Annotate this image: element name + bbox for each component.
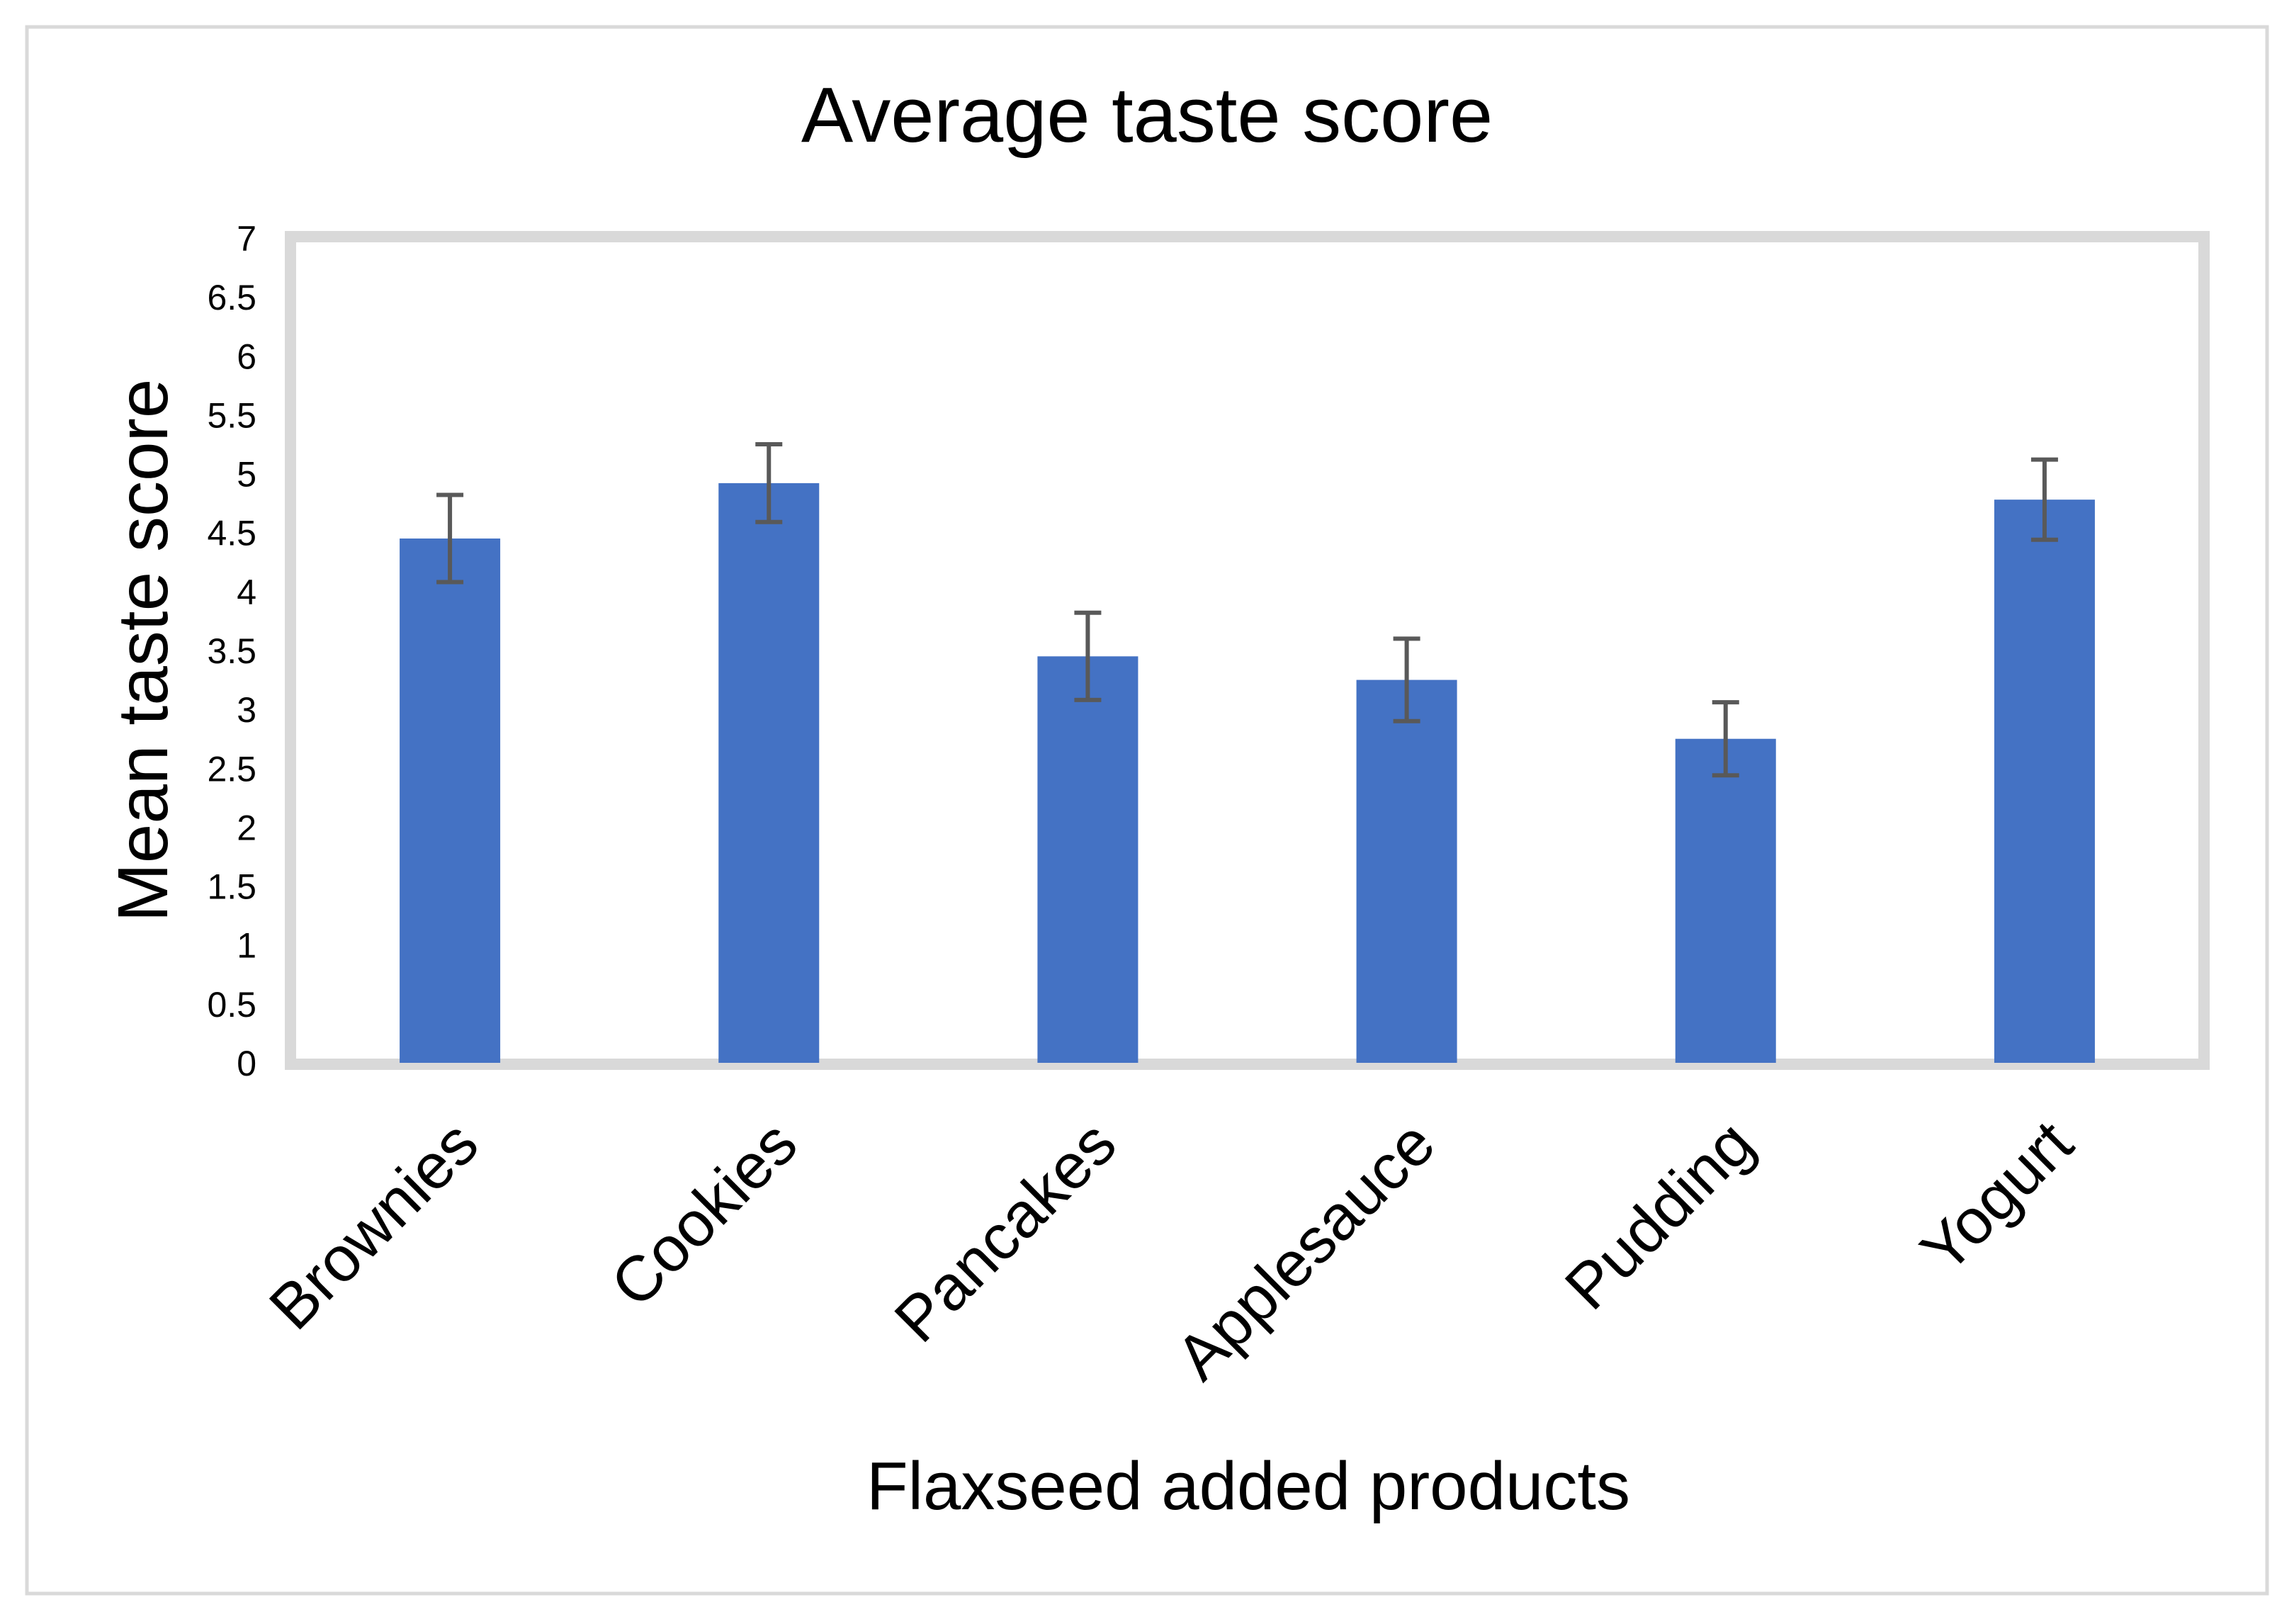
y-tick-label: 3 [237, 690, 256, 730]
y-tick-label: 5 [237, 455, 256, 495]
chart-outer-border [25, 25, 2269, 1596]
y-tick-label: 4.5 [207, 514, 256, 553]
bar-pancakes [1037, 656, 1138, 1063]
y-tick-label: 2.5 [207, 749, 256, 789]
y-tick-label: 3.5 [207, 631, 256, 671]
y-axis-label: Mean taste score [103, 378, 183, 922]
y-tick-label: 2 [237, 808, 256, 847]
y-tick-label: 4 [237, 573, 256, 612]
y-tick-label: 7 [237, 219, 256, 259]
y-tick-label: 1.5 [207, 867, 256, 907]
bar-applesauce [1356, 680, 1457, 1063]
y-tick-label: 6.5 [207, 278, 256, 317]
y-tick-label: 0.5 [207, 985, 256, 1025]
bar-yogurt [1994, 500, 2095, 1063]
chart-title: Average taste score [801, 72, 1493, 159]
y-tick-label: 0 [237, 1044, 256, 1083]
x-axis-label: Flaxseed added products [866, 1448, 1630, 1524]
plot-area-border [285, 231, 2210, 1070]
y-tick-label: 6 [237, 337, 256, 376]
bar-pudding [1675, 738, 1776, 1063]
bar-brownies [400, 538, 501, 1063]
bar-cookies [718, 483, 820, 1063]
bars [400, 483, 2095, 1063]
error-bars [436, 442, 2058, 778]
y-tick-label: 5.5 [207, 395, 256, 435]
y-axis-tick-labels: 0 0.5 1 1.5 2 2.5 3 3.5 4 4.5 5 5.5 6 6.5 7 [207, 219, 256, 1083]
y-tick-label: 1 [237, 926, 256, 966]
